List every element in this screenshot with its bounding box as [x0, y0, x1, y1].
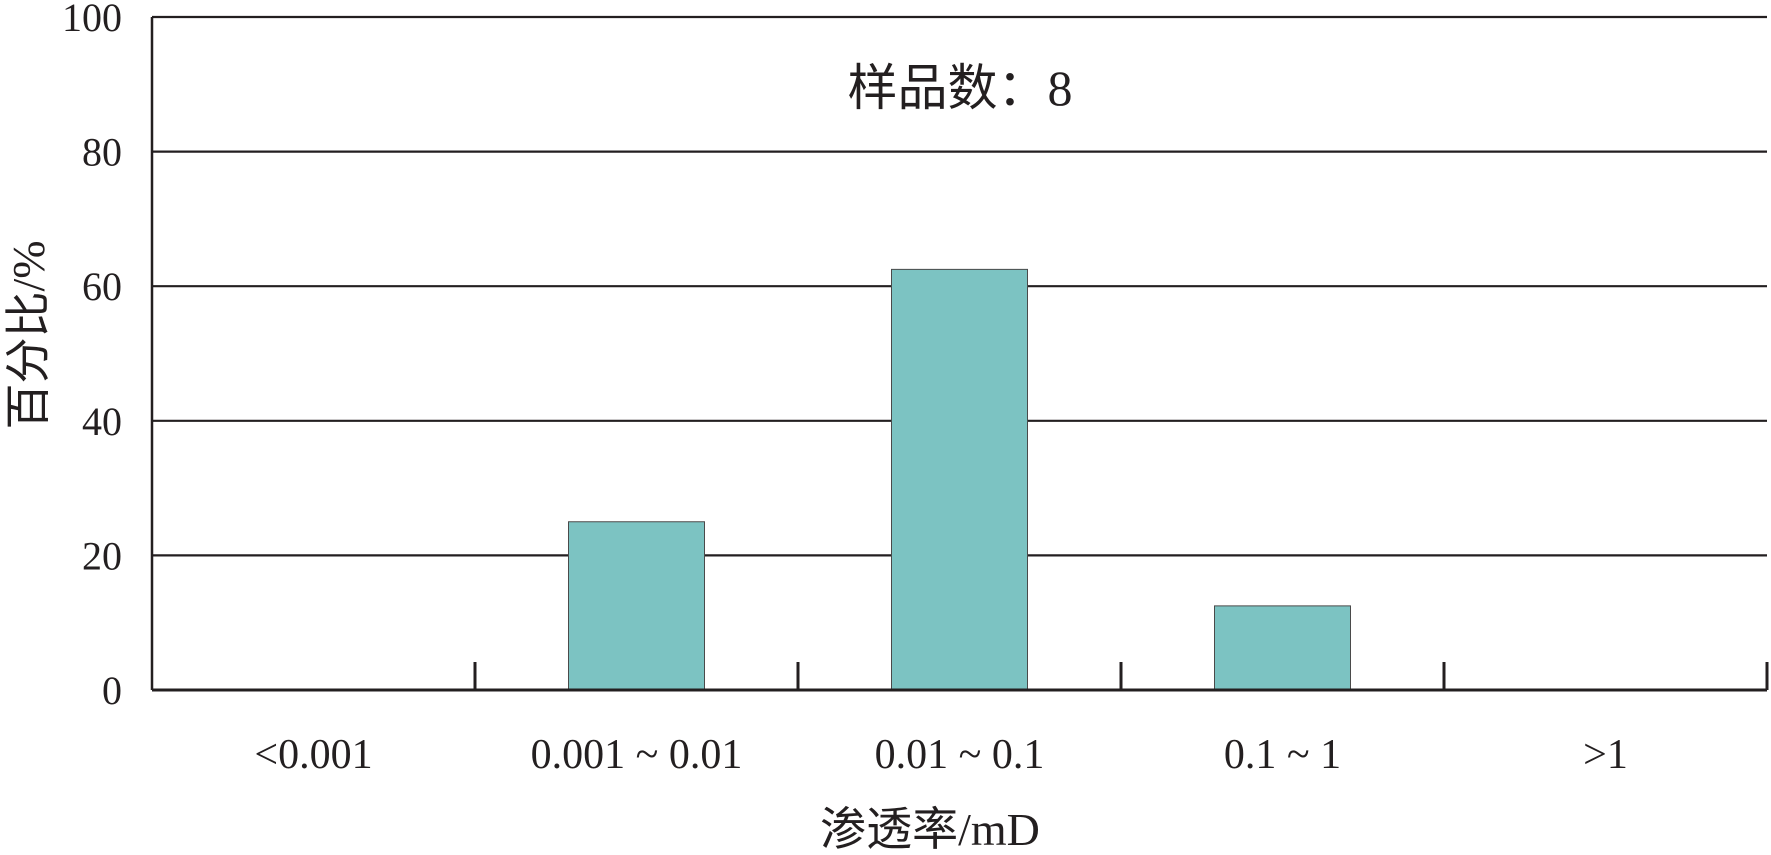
- y-axis-title: 百分比/%: [3, 240, 54, 429]
- labels: 0 20 40 60 80 100 <0.001 0.001 ~ 0.01 0.01 ~ 0.1…: [62, 0, 1628, 778]
- y-tick-label: 80: [82, 130, 122, 175]
- x-category-label: 0.01 ~ 0.1: [875, 732, 1045, 778]
- y-tick-label: 100: [62, 0, 122, 40]
- y-tick-label: 0: [102, 668, 122, 713]
- x-category-label: >1: [1583, 732, 1628, 778]
- x-axis-title: 渗透率/mD: [820, 804, 1040, 855]
- x-category-label: 0.001 ~ 0.01: [531, 732, 743, 778]
- annotation-sample-count: 样品数：8: [848, 60, 1073, 116]
- bars: [568, 268, 1351, 691]
- bar: [891, 268, 1028, 691]
- bar: [1214, 605, 1351, 691]
- axes: [150, 17, 1769, 692]
- x-category-label: 0.1 ~ 1: [1224, 732, 1341, 778]
- y-tick-label: 40: [82, 399, 122, 444]
- x-category-label: <0.001: [254, 732, 372, 778]
- y-tick-label: 20: [82, 533, 122, 578]
- y-tick-label: 60: [82, 264, 122, 309]
- bar: [568, 521, 705, 691]
